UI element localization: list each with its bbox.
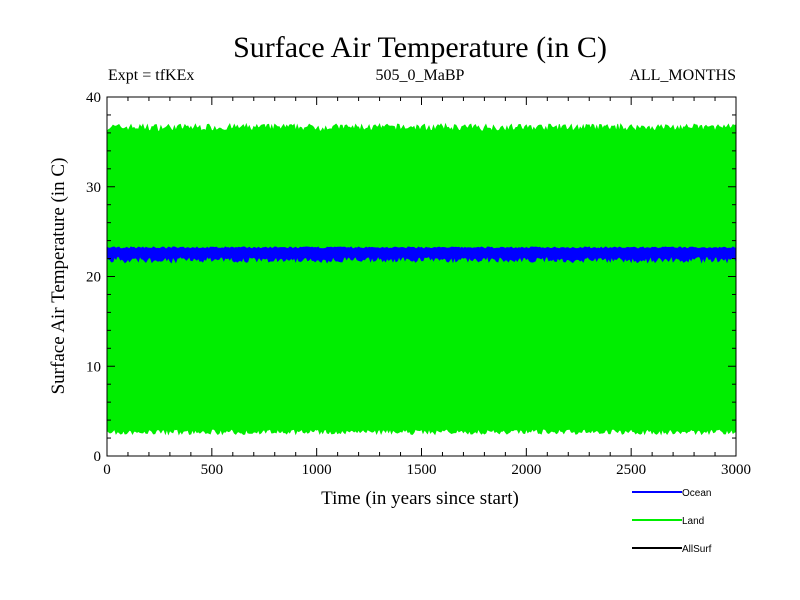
legend-label-land: Land	[682, 516, 704, 527]
x-axis-label: Time (in years since start)	[321, 488, 519, 509]
run-label: 505_0_MaBP	[376, 67, 465, 84]
y-tick-label: 30	[86, 180, 101, 196]
y-axis-label: Surface Air Temperature (in C)	[48, 158, 69, 395]
x-tick-label: 2000	[511, 462, 541, 478]
chart-title: Surface Air Temperature (in C)	[233, 31, 607, 64]
x-tick-label: 1500	[407, 462, 437, 478]
series-land	[106, 122, 737, 436]
y-tick-label: 40	[86, 90, 101, 106]
axes: 0 500 1000 1500 2000 2500 3000 0 10 20 30 40	[86, 90, 751, 478]
y-tick-label: 10	[86, 359, 101, 375]
legend-label-allsurf: AllSurf	[682, 544, 712, 555]
legend: Ocean Land AllSurf	[632, 488, 712, 555]
x-tick-label: 500	[201, 462, 224, 478]
series-ocean	[106, 246, 737, 264]
months-label: ALL_MONTHS	[629, 67, 736, 84]
y-tick-label: 20	[86, 270, 101, 286]
x-tick-label: 3000	[721, 462, 751, 478]
y-tick-label: 0	[94, 449, 102, 465]
x-tick-label: 2500	[616, 462, 646, 478]
x-tick-label: 0	[103, 462, 111, 478]
expt-label: Expt = tfKEx	[108, 67, 194, 84]
x-tick-label: 1000	[302, 462, 332, 478]
legend-label-ocean: Ocean	[682, 488, 711, 499]
plot-area	[106, 122, 737, 436]
